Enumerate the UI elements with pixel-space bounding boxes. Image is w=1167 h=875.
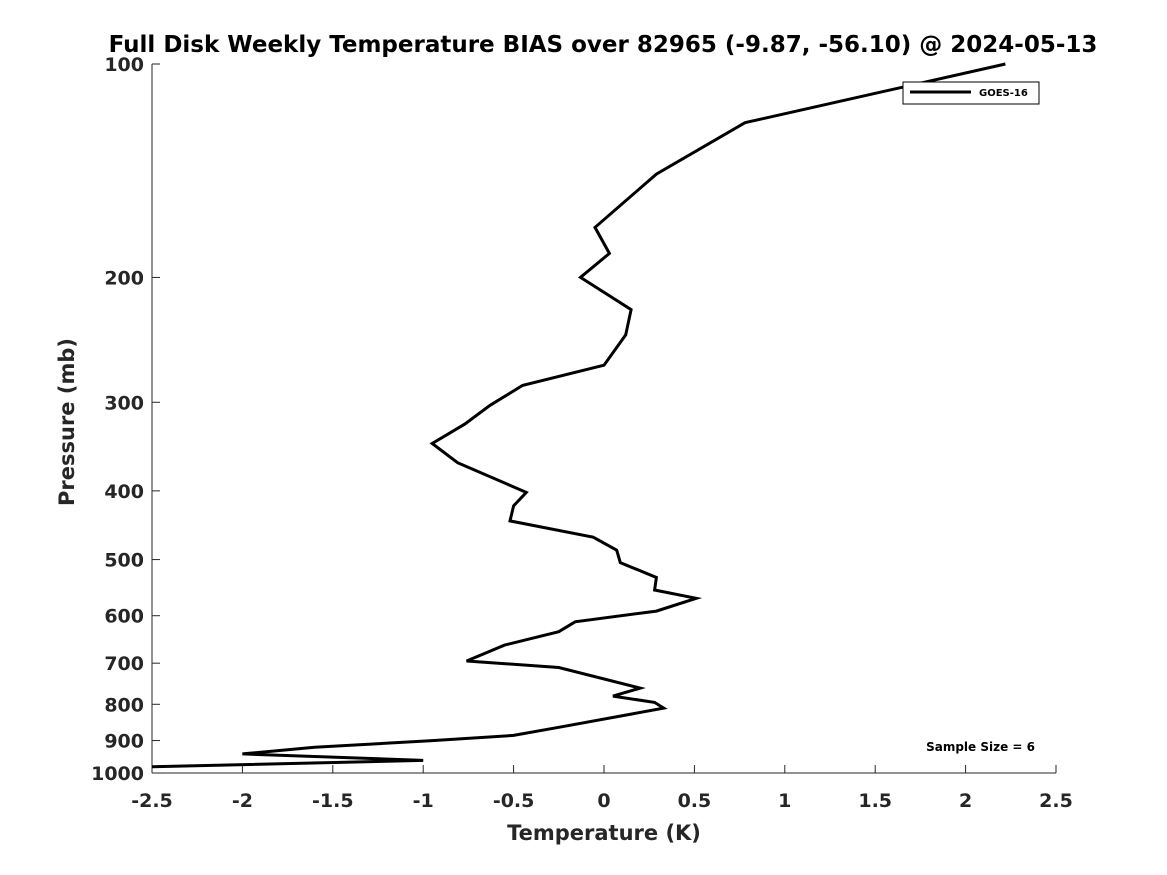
series-line-goes-16 [151,62,1006,769]
y-tick-label: 300 [104,392,144,414]
x-tick-label: 0 [597,790,610,812]
x-tick-label: -1.5 [312,790,354,812]
y-tick-label: 700 [104,653,144,675]
x-tick-label: 0.5 [678,790,712,812]
y-tick-label: 200 [104,267,144,289]
y-tick-label: 500 [104,550,144,572]
x-tick-label: 1 [778,790,791,812]
x-tick-label: -2.5 [131,790,173,812]
x-axis-ticks: -2.5 -2 -1.5 -1 -0.5 0 0.5 1 1.5 2 2.5 [131,765,1073,812]
y-axis-label: Pressure (mb) [55,338,79,506]
x-axis-label: Temperature (K) [507,821,701,845]
x-tick-label: -0.5 [493,790,535,812]
sample-size-annotation: Sample Size = 6 [926,740,1035,754]
y-tick-label: 1000 [91,763,144,785]
legend-label-goes-16: GOES-16 [979,88,1028,99]
x-tick-label: -2 [232,790,253,812]
y-tick-label: 400 [104,481,144,503]
chart-title: Full Disk Weekly Temperature BIAS over 8… [109,32,1098,58]
axes [151,64,1056,774]
series-group [151,62,1006,769]
x-tick-label: -1 [413,790,434,812]
x-tick-label: 2.5 [1039,790,1073,812]
y-axis-ticks: 100 200 300 400 500 600 700 800 900 1000 [91,54,160,785]
y-tick-label: 900 [104,731,144,753]
y-tick-label: 100 [104,54,144,76]
legend: GOES-16 [902,81,1040,105]
y-tick-label: 600 [104,606,144,628]
x-tick-label: 2 [959,790,972,812]
x-tick-label: 1.5 [858,790,892,812]
y-tick-label: 800 [104,694,144,716]
